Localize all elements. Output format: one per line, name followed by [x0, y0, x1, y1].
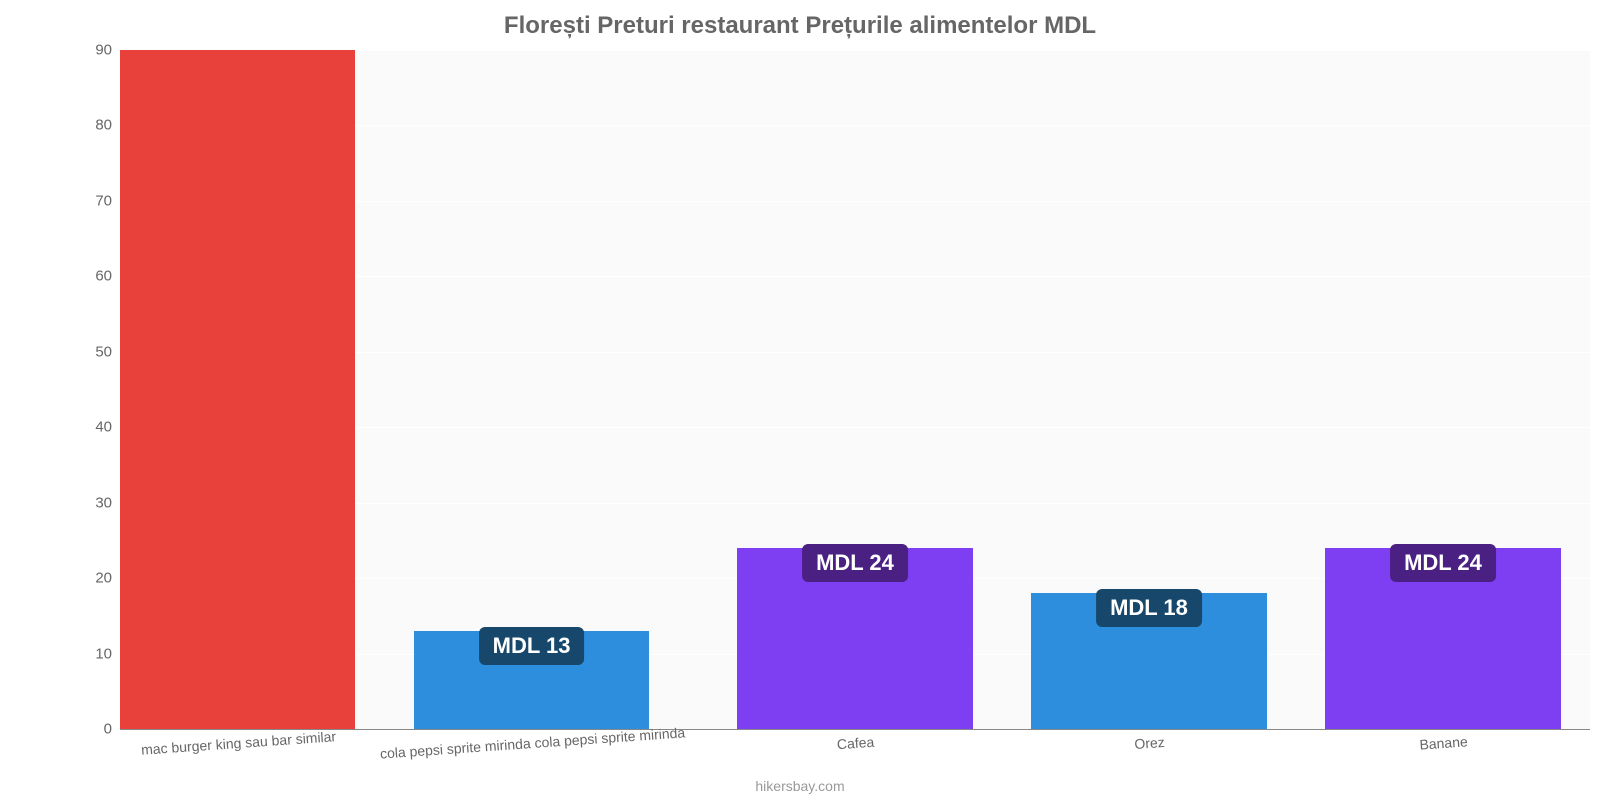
value-badge: MDL 13 — [479, 627, 585, 665]
y-tick-label: 40 — [72, 419, 112, 436]
value-badge: MDL 24 — [802, 544, 908, 582]
chart-title: Florești Preturi restaurant Prețurile al… — [0, 0, 1600, 48]
x-tick-label: mac burger king sau bar similar — [140, 728, 336, 758]
plot-area: 0102030405060708090MDL 90mac burger king… — [120, 50, 1590, 730]
plot-area-wrapper: 0102030405060708090MDL 90mac burger king… — [120, 50, 1590, 730]
x-tick-label: Orez — [1134, 734, 1165, 752]
y-tick-label: 0 — [72, 721, 112, 738]
y-tick-label: 60 — [72, 268, 112, 285]
bar: MDL 90 — [120, 50, 355, 729]
bar: MDL 24 — [1325, 548, 1560, 729]
value-badge: MDL 18 — [1096, 589, 1202, 627]
x-tick-label: Banane — [1419, 733, 1468, 752]
bar: MDL 13 — [414, 631, 649, 729]
value-badge: MDL 24 — [1390, 544, 1496, 582]
y-tick-label: 10 — [72, 645, 112, 662]
y-tick-label: 50 — [72, 343, 112, 360]
attribution-text: hikersbay.com — [755, 778, 844, 794]
x-tick-label: cola pepsi sprite mirinda cola pepsi spr… — [379, 724, 685, 761]
bar: MDL 24 — [737, 548, 972, 729]
chart-container: Florești Preturi restaurant Prețurile al… — [0, 0, 1600, 800]
y-tick-label: 80 — [72, 117, 112, 134]
y-tick-label: 70 — [72, 192, 112, 209]
y-tick-label: 30 — [72, 494, 112, 511]
bar: MDL 18 — [1031, 593, 1266, 729]
x-tick-label: Cafea — [836, 734, 874, 753]
y-tick-label: 90 — [72, 42, 112, 59]
y-tick-label: 20 — [72, 570, 112, 587]
